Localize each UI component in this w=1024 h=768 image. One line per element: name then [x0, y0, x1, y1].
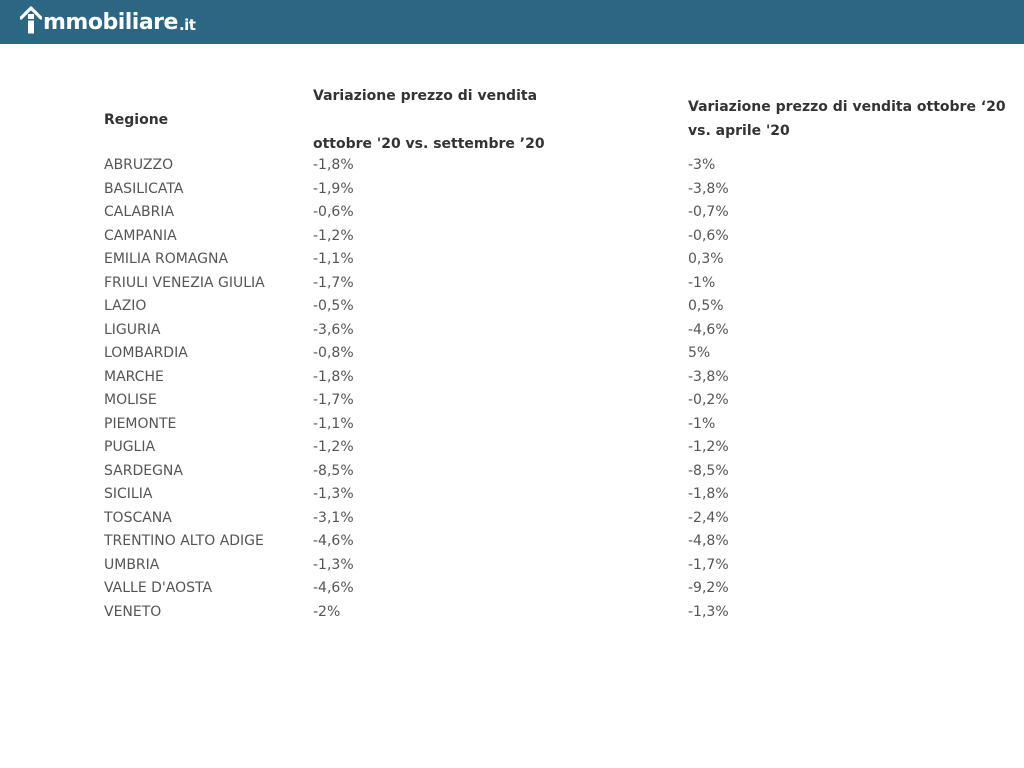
cell-monthly-variation: -1,2% — [313, 227, 354, 244]
cell-semiannual-variation: -1,2% — [688, 439, 729, 455]
header-monthly-line1: Variazione prezzo di vendita — [313, 88, 538, 104]
cell-semiannual-variation: -4,6% — [688, 321, 729, 338]
cell-region: MARCHE — [104, 368, 164, 385]
cell-monthly-variation: -1,2% — [313, 439, 354, 455]
cell-semiannual-variation: -0,6% — [688, 227, 729, 244]
cell-region: CALABRIA — [104, 204, 175, 220]
cell-monthly-variation: -1,8% — [313, 157, 354, 173]
cell-region: TRENTINO ALTO ADIGE — [104, 533, 264, 549]
cell-semiannual-variation: -9,2% — [688, 580, 729, 596]
cell-monthly-variation: -0,5% — [313, 298, 354, 314]
cell-semiannual-variation: -1% — [688, 415, 716, 432]
cell-region: LAZIO — [104, 298, 147, 314]
cell-region: LIGURIA — [104, 321, 161, 338]
top-header-bar: mmobiliare .it — [0, 0, 1024, 44]
cell-semiannual-variation: -1% — [688, 274, 716, 291]
header-monthly-line2: ottobre '20 vs. settembre ’20 — [313, 136, 545, 152]
house-logo-icon — [20, 6, 42, 34]
cell-region: SICILIA — [104, 486, 153, 502]
cell-monthly-variation: -1,1% — [313, 251, 354, 267]
region-cells: ABRUZZO BASILICATA CALABRIA CAMPANIA EMILIA … — [104, 154, 265, 624]
cell-region: SARDEGNA — [104, 462, 183, 479]
cell-region: UMBRIA — [104, 556, 160, 573]
logo-suffix: .it — [178, 16, 196, 34]
cell-monthly-variation: -1,7% — [313, 392, 354, 408]
cell-monthly-variation: -3,1% — [313, 509, 354, 526]
cell-region: BASILICATA — [104, 180, 184, 197]
cell-semiannual-variation: -2,4% — [688, 509, 729, 526]
header-region: Regione — [104, 112, 169, 128]
cell-region: TOSCANA — [104, 509, 172, 526]
cell-semiannual-variation: -1,3% — [688, 603, 729, 620]
cell-region: MOLISE — [104, 392, 157, 408]
cell-semiannual-variation: -4,8% — [688, 533, 729, 549]
cell-monthly-variation: -1,1% — [313, 415, 354, 432]
cell-semiannual-variation: -1,7% — [688, 556, 729, 573]
header-semiannual-line1: Variazione prezzo di vendita ottobre ‘20 — [688, 99, 1006, 115]
cell-region: VALLE D'AOSTA — [104, 580, 213, 596]
cell-semiannual-variation: 0,5% — [688, 298, 724, 314]
cell-monthly-variation: -1,3% — [313, 556, 354, 573]
cell-monthly-variation: -2% — [313, 603, 341, 620]
cell-monthly-variation: -1,8% — [313, 368, 354, 385]
cell-monthly-variation: -0,8% — [313, 345, 354, 361]
semiannual-cells: -3% -3,8% -0,7% -0,6% 0,3% -1% 0,5% -4,6% 5% -3,8… — [688, 154, 729, 624]
cell-region: VENETO — [104, 603, 162, 620]
cell-monthly-variation: -8,5% — [313, 462, 354, 479]
cell-monthly-variation: -4,6% — [313, 533, 354, 549]
cell-semiannual-variation: 5% — [688, 345, 711, 361]
cell-semiannual-variation: 0,3% — [688, 251, 724, 267]
cell-semiannual-variation: -3,8% — [688, 368, 729, 385]
cell-region: EMILIA ROMAGNA — [104, 251, 229, 267]
cell-monthly-variation: -0,6% — [313, 204, 354, 220]
cell-semiannual-variation: -3% — [688, 157, 716, 173]
cell-region: ABRUZZO — [104, 157, 174, 173]
monthly-cells: -1,8% -1,9% -0,6% -1,2% -1,1% -1,7% -0,5% -3,6%… — [313, 154, 354, 624]
cell-monthly-variation: -1,7% — [313, 274, 354, 291]
cell-monthly-variation: -3,6% — [313, 321, 354, 338]
cell-semiannual-variation: -0,7% — [688, 204, 729, 220]
site-logo[interactable]: mmobiliare .it — [20, 3, 196, 41]
cell-semiannual-variation: -0,2% — [688, 392, 729, 408]
cell-region: FRIULI VENEZIA GIULIA — [104, 274, 265, 291]
cell-semiannual-variation: -1,8% — [688, 486, 729, 502]
cell-semiannual-variation: -8,5% — [688, 462, 729, 479]
cell-region: PIEMONTE — [104, 415, 177, 432]
cell-region: LOMBARDIA — [104, 345, 188, 361]
cell-region: PUGLIA — [104, 439, 156, 455]
logo-text: mmobiliare — [43, 9, 178, 35]
cell-region: CAMPANIA — [104, 227, 177, 244]
cell-monthly-variation: -1,9% — [313, 180, 354, 197]
cell-monthly-variation: -4,6% — [313, 580, 354, 596]
header-semiannual-line2: vs. aprile '20 — [688, 123, 790, 139]
cell-semiannual-variation: -3,8% — [688, 180, 729, 197]
cell-monthly-variation: -1,3% — [313, 486, 354, 502]
